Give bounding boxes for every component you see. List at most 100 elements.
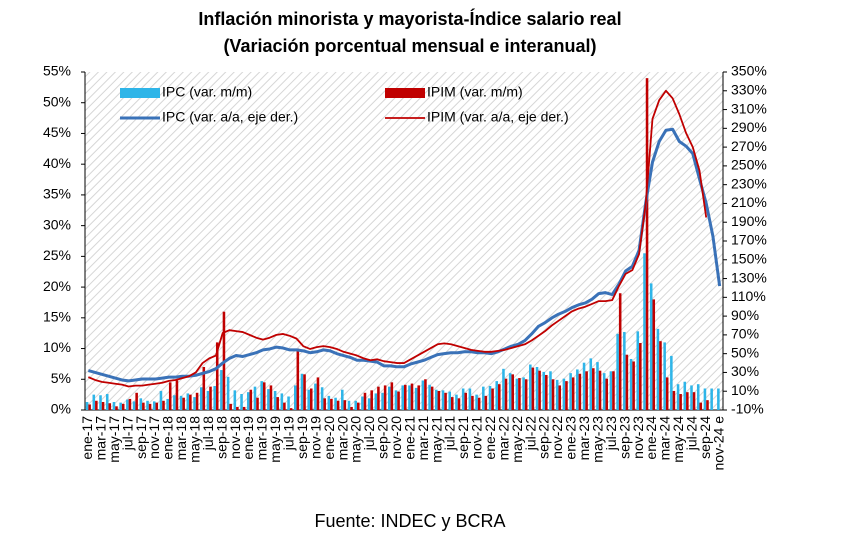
y-tick-label: 55% — [43, 63, 71, 79]
bar — [448, 391, 452, 410]
x-tick-label: sep-21 — [455, 416, 471, 459]
bar — [417, 385, 420, 410]
bar — [576, 369, 579, 410]
chart-title: Inflación minorista y mayorista-Índice s… — [198, 8, 621, 29]
bar — [477, 397, 481, 410]
line — [87, 127, 722, 383]
bar — [213, 386, 216, 410]
x-tick-label: jul-21 — [442, 416, 458, 451]
bar — [354, 400, 357, 410]
y2-tick-label: 270% — [731, 138, 767, 154]
y2-tick-label: 30% — [731, 363, 759, 379]
bar — [209, 386, 212, 410]
x-tick-label: ene-19 — [240, 416, 256, 460]
bar — [182, 397, 185, 410]
bar — [135, 392, 138, 410]
bar — [293, 385, 297, 410]
bar — [457, 398, 461, 410]
x-tick-label: jul-20 — [361, 416, 377, 451]
legend-label: IPC (var. a/a, eje der.) — [162, 109, 298, 125]
bar — [515, 378, 519, 410]
bar — [504, 378, 508, 410]
x-tick-label: jul-24 — [683, 416, 699, 451]
bar — [260, 381, 263, 410]
bar — [233, 390, 237, 410]
x-tick-label: sep-23 — [616, 416, 632, 459]
bar — [175, 380, 179, 410]
x-tick-label: ene-21 — [401, 416, 417, 460]
bar — [706, 400, 709, 410]
bar — [471, 395, 474, 410]
x-tick-label: jul-17 — [119, 416, 135, 451]
bar — [287, 396, 290, 410]
x-tick-label: mar-18 — [173, 416, 189, 461]
bar — [381, 392, 384, 410]
bar — [159, 390, 163, 410]
bar — [303, 374, 306, 410]
x-tick-label: mar-22 — [495, 416, 511, 461]
y2-tick-label: 230% — [731, 175, 767, 191]
bar — [710, 388, 713, 410]
bar — [585, 371, 588, 410]
bar — [128, 398, 132, 410]
bar — [596, 362, 599, 410]
y2-tick-label: 90% — [731, 307, 759, 323]
x-tick-label: nov-21 — [469, 416, 485, 459]
bar — [404, 384, 407, 410]
bar — [464, 392, 467, 410]
bar — [484, 395, 488, 410]
bar — [511, 374, 515, 410]
x-tick-label: ene-22 — [482, 416, 498, 460]
bar — [612, 371, 615, 410]
y-tick-label: 10% — [43, 339, 71, 355]
bar — [307, 389, 310, 410]
bar — [256, 397, 259, 410]
bar — [518, 378, 521, 410]
bar — [652, 299, 656, 410]
y2-tick-label: 130% — [731, 269, 767, 285]
y2-tick-label: 10% — [731, 382, 759, 398]
y2-tick-label: 210% — [731, 194, 767, 210]
bar — [336, 400, 340, 410]
x-tick-label: ene-24 — [643, 416, 659, 460]
bar — [276, 397, 279, 410]
bar — [435, 389, 438, 410]
bar — [115, 406, 118, 410]
bar — [629, 358, 633, 410]
x-tick-label: mar-17 — [92, 416, 108, 461]
bar — [542, 371, 546, 410]
bar — [421, 380, 425, 410]
bar — [105, 394, 109, 410]
bar — [189, 394, 192, 410]
bar — [636, 331, 640, 410]
bar — [461, 388, 465, 410]
x-tick-label: jul-19 — [281, 416, 297, 451]
bar — [524, 379, 528, 410]
y2-tick-label: 310% — [731, 100, 767, 116]
bar — [280, 393, 284, 410]
bar — [401, 385, 404, 410]
bar — [323, 398, 326, 410]
bar — [162, 400, 165, 410]
y2-tick-label: 150% — [731, 250, 767, 266]
bar — [618, 293, 622, 410]
bar — [132, 401, 136, 410]
legend-label: IPIM (var. a/a, eje der.) — [427, 109, 569, 125]
bar — [283, 402, 286, 410]
bar — [173, 395, 176, 410]
x-tick-label: may-24 — [670, 416, 686, 463]
bar — [592, 368, 595, 410]
bar — [193, 397, 196, 410]
x-tick-label: ene-17 — [79, 416, 95, 460]
bar — [240, 394, 243, 410]
y2-tick-label: 190% — [731, 213, 767, 229]
bar — [690, 385, 693, 410]
x-tick-label: may-17 — [106, 416, 122, 463]
bar — [679, 394, 682, 410]
bar — [571, 377, 575, 410]
x-tick-label: nov-17 — [146, 416, 162, 459]
bar — [598, 370, 602, 410]
y2-tick-label: 170% — [731, 232, 767, 248]
bar — [676, 384, 680, 410]
